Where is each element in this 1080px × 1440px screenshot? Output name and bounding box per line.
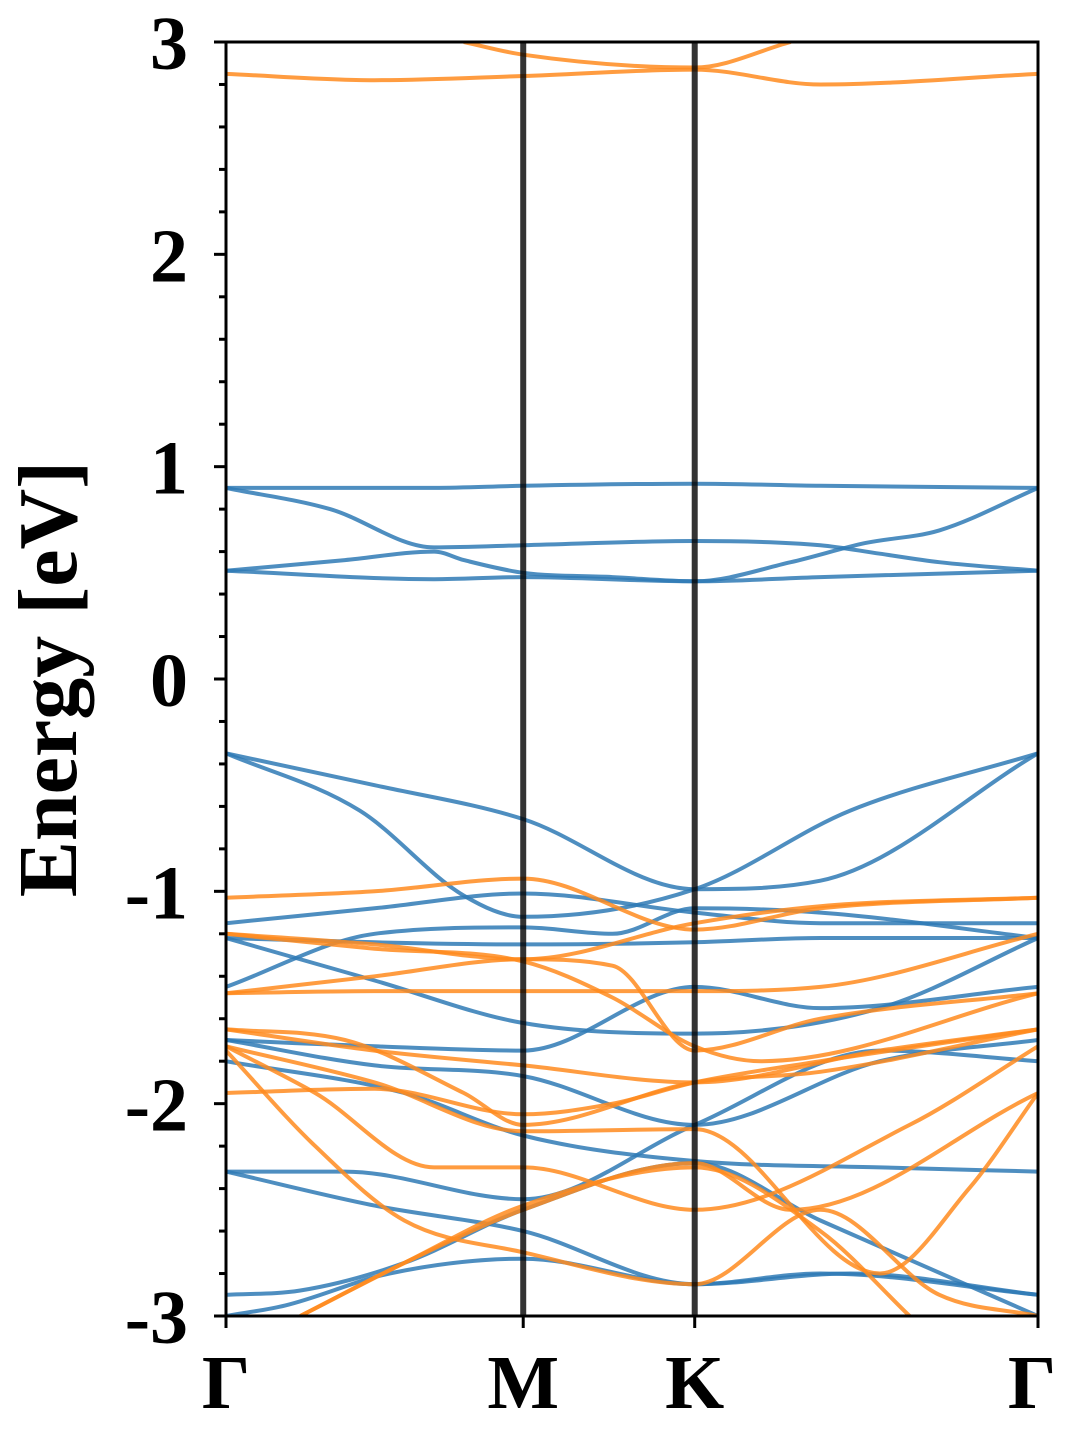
y-tick-label: -2 — [125, 1064, 188, 1148]
y-tick-label: 0 — [150, 639, 188, 723]
band-line-orange-21 — [226, 957, 1038, 1053]
band-line-blue-0 — [226, 481, 1038, 490]
y-tick-label: -1 — [125, 851, 188, 935]
y-tick-label: 2 — [150, 214, 188, 298]
band-line-blue-4 — [226, 751, 1038, 892]
y-axis-label: Energy [eV] — [2, 461, 95, 897]
band-line-orange-25 — [226, 1044, 1038, 1212]
band-line-orange-29 — [299, 1165, 911, 1316]
band-line-orange-31 — [463, 42, 792, 70]
y-axis-ticks: 3 2 1 0 -1 -2 -3 — [125, 2, 226, 1360]
band-line-orange-27 — [226, 1049, 1038, 1316]
x-tick-label-2: K — [665, 1341, 724, 1425]
band-line-blue-9 — [226, 936, 1038, 1036]
series-layer — [226, 42, 1038, 1316]
x-tick-label-1: M — [487, 1341, 559, 1425]
band-line-orange-24 — [226, 1027, 1038, 1117]
y-tick-label: 3 — [150, 2, 188, 86]
band-line-blue-3 — [226, 568, 1038, 584]
axes-frame — [224, 40, 1040, 1318]
plot-frame — [224, 40, 1040, 1318]
band-line-blue-8 — [226, 906, 1038, 989]
band-line-blue-16 — [226, 1256, 1038, 1316]
band-line-blue-5 — [226, 751, 1038, 919]
band-line-blue-6 — [226, 891, 1038, 926]
y-tick-label: -3 — [125, 1276, 188, 1360]
band-line-orange-30 — [226, 67, 1038, 87]
band-line-orange-19 — [226, 931, 1038, 1064]
band-line-orange-22 — [226, 1027, 1038, 1127]
band-line-blue-1 — [226, 485, 1038, 573]
band-line-orange-18 — [226, 895, 1038, 962]
x-tick-label-0: Γ — [202, 1341, 250, 1425]
band-line-orange-20 — [226, 931, 1038, 996]
y-tick-label: 1 — [150, 427, 188, 511]
high-symmetry-lines — [520, 42, 698, 1316]
band-line-blue-12 — [226, 1059, 1038, 1174]
band-line-blue-2 — [226, 486, 1038, 584]
x-tick-label-3: Γ — [1008, 1341, 1056, 1425]
